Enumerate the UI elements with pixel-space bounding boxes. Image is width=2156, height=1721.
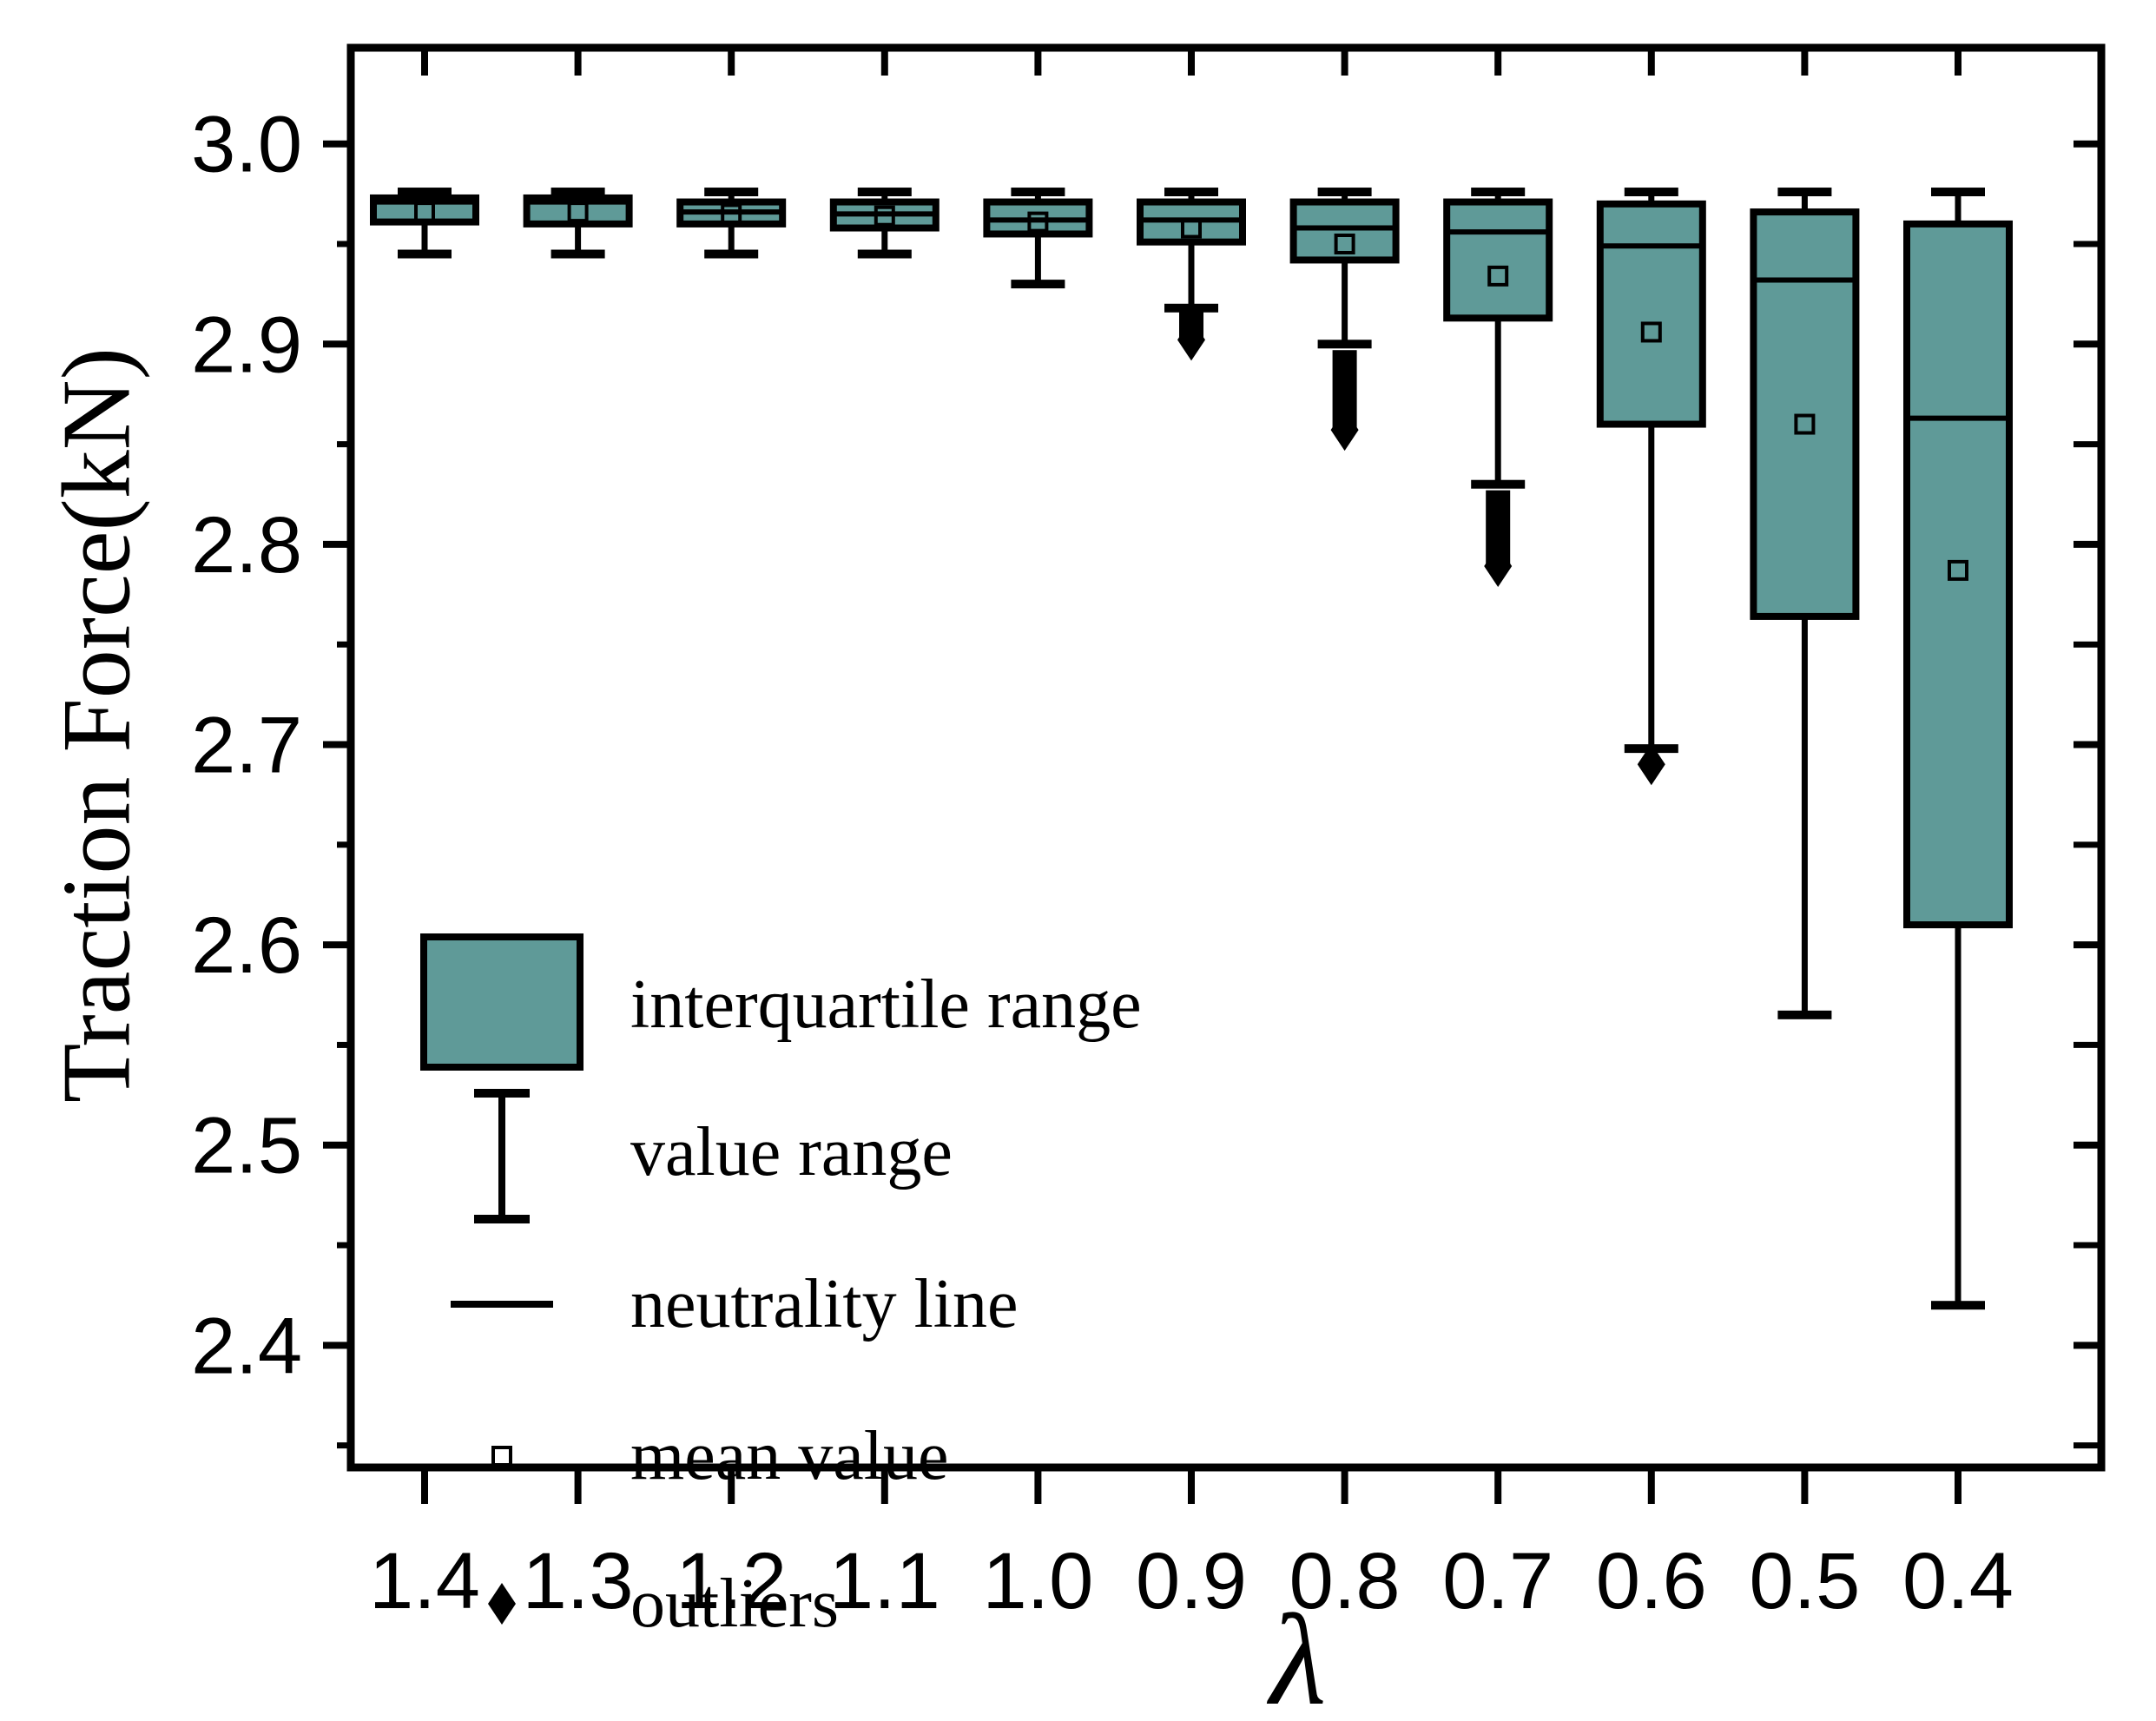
whisker-bottom-cap [1471, 479, 1526, 489]
whisker-bottom-cap [857, 249, 912, 259]
y-tick-label: 2.4 [191, 1302, 302, 1390]
y-tick-label: 2.9 [191, 300, 302, 389]
x-tick-label: 1.3 [523, 1537, 634, 1625]
whisker-top-cap [1471, 188, 1526, 197]
iqr-box-lambda-0.7 [1443, 198, 1553, 322]
mean-marker [1640, 321, 1662, 343]
whisker-top-cap [551, 188, 605, 197]
mean-marker [1334, 233, 1355, 254]
mean-marker [1181, 217, 1202, 239]
outlier-diamond [1637, 743, 1665, 786]
y-tick-label: 2.6 [191, 901, 302, 990]
legend-label-value-range: value range [630, 1114, 953, 1190]
whisker-top-cap [704, 188, 759, 197]
x-tick-label: 0.8 [1289, 1537, 1401, 1625]
x-tick-label: 1.4 [369, 1537, 480, 1625]
x-tick-label: 1.1 [829, 1537, 940, 1625]
whisker-top-cap [1624, 188, 1678, 197]
mean-marker [874, 205, 895, 227]
whisker-bottom-cap [1317, 340, 1372, 349]
x-tick-label: 1.2 [676, 1537, 787, 1625]
legend-label-neutrality-line: neutrality line [630, 1266, 1019, 1342]
whisker-bottom-cap [551, 249, 605, 259]
x-tick-label: 0.7 [1442, 1537, 1553, 1625]
mean-marker [1794, 413, 1816, 435]
x-tick-label: 0.6 [1596, 1537, 1707, 1625]
legend-label-outliers: outliers [630, 1566, 839, 1642]
mean-marker [414, 201, 435, 223]
iqr-box-lambda-0.6 [1596, 200, 1706, 428]
y-tick-label: 3.0 [191, 101, 302, 189]
whisker-bottom-cap [1164, 303, 1218, 313]
x-tick-label: 0.9 [1136, 1537, 1247, 1625]
x-tick-label: 1.0 [982, 1537, 1093, 1625]
y-tick-label: 2.8 [191, 501, 302, 590]
whisker-bottom-cap [1011, 280, 1065, 289]
iqr-box-lambda-0.8 [1289, 198, 1400, 264]
iqr-box-lambda-0.4 [1903, 220, 2013, 929]
whisker-bottom-cap [1777, 1010, 1832, 1019]
y-tick-label: 2.7 [191, 702, 302, 790]
whisker-top-cap [1011, 188, 1065, 197]
outlier-diamond [1484, 544, 1513, 587]
outlier-diamond [1330, 409, 1359, 452]
mean-marker [567, 201, 589, 223]
whisker-bottom-cap [398, 249, 452, 259]
legend: interquartile range value range neutrali… [420, 933, 1289, 1680]
y-axis-title: Traction Force(kN) [43, 347, 151, 1103]
legend-mean-square-icon [491, 1446, 512, 1467]
whisker-bottom-cap [1931, 1301, 1985, 1310]
whisker-top-cap [1164, 188, 1218, 197]
legend-outlier-diamond-icon [488, 1583, 516, 1625]
outlier-diamond [1177, 319, 1205, 361]
y-tick-label: 2.5 [191, 1102, 302, 1190]
plot-frame [346, 43, 2106, 1472]
whisker-top-cap [857, 188, 912, 197]
whisker-top-cap [1931, 188, 1985, 197]
mean-marker [721, 203, 742, 225]
mean-marker [1487, 265, 1509, 287]
whisker-top-cap [398, 188, 452, 197]
mean-marker [1948, 559, 1968, 581]
legend-label-mean-value: mean value [630, 1418, 949, 1494]
legend-interquartile-swatch-icon [420, 933, 584, 1071]
whisker-top-cap [1317, 188, 1372, 197]
whisker-bottom-cap [704, 249, 759, 259]
legend-error-bar-icon [474, 1089, 530, 1223]
legend-label-interquartile-range: interquartile range [630, 966, 1142, 1043]
x-tick-label: 0.5 [1749, 1537, 1860, 1625]
x-tick-label: 0.4 [1902, 1537, 2014, 1625]
legend-neutrality-line-icon [451, 1301, 553, 1308]
whisker-top-cap [1777, 188, 1832, 197]
mean-marker [1027, 211, 1049, 233]
x-axis-title: λ [1269, 1588, 1327, 1721]
